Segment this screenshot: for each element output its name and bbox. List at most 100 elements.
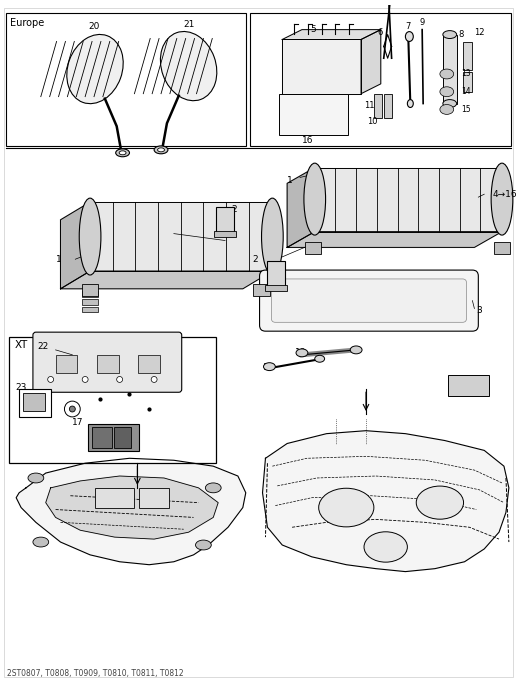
Ellipse shape bbox=[491, 163, 513, 235]
Ellipse shape bbox=[117, 377, 123, 382]
Ellipse shape bbox=[64, 401, 80, 417]
Ellipse shape bbox=[440, 69, 454, 79]
Bar bbox=[448, 375, 489, 396]
Text: 3: 3 bbox=[477, 306, 482, 315]
Bar bbox=[250, 13, 511, 146]
Text: 7: 7 bbox=[406, 22, 411, 32]
Text: 9: 9 bbox=[419, 18, 424, 27]
Ellipse shape bbox=[28, 473, 44, 483]
Ellipse shape bbox=[416, 486, 464, 519]
Bar bbox=[92, 427, 112, 449]
Bar bbox=[384, 94, 392, 119]
Bar bbox=[494, 242, 510, 254]
Bar bbox=[88, 424, 139, 451]
Ellipse shape bbox=[119, 151, 126, 155]
Bar bbox=[82, 290, 98, 297]
Bar bbox=[82, 284, 98, 296]
Text: 15: 15 bbox=[461, 105, 471, 114]
Bar bbox=[23, 393, 45, 411]
Text: Europe: Europe bbox=[10, 18, 44, 27]
Text: 13: 13 bbox=[461, 69, 471, 79]
Polygon shape bbox=[282, 29, 381, 40]
Ellipse shape bbox=[364, 532, 407, 562]
Text: 20: 20 bbox=[88, 22, 100, 32]
Text: 2ST0807, T0808, T0909, T0810, T0811, T0812: 2ST0807, T0808, T0909, T0810, T0811, T08… bbox=[7, 669, 184, 677]
Ellipse shape bbox=[319, 488, 374, 527]
Bar bbox=[267, 261, 285, 289]
Ellipse shape bbox=[67, 34, 123, 103]
Polygon shape bbox=[287, 168, 315, 247]
Bar bbox=[82, 306, 98, 312]
Ellipse shape bbox=[205, 483, 221, 493]
Ellipse shape bbox=[406, 32, 413, 42]
Bar bbox=[443, 34, 457, 103]
Bar bbox=[97, 355, 118, 373]
Text: 19: 19 bbox=[295, 349, 306, 358]
Text: 23: 23 bbox=[15, 383, 27, 392]
Ellipse shape bbox=[69, 406, 75, 412]
Ellipse shape bbox=[82, 377, 88, 382]
Bar bbox=[266, 285, 287, 290]
Bar bbox=[216, 207, 234, 234]
Ellipse shape bbox=[196, 540, 211, 550]
Text: 12: 12 bbox=[474, 28, 485, 37]
Bar bbox=[462, 42, 472, 70]
Text: 17: 17 bbox=[73, 419, 84, 427]
Ellipse shape bbox=[304, 163, 326, 235]
Ellipse shape bbox=[151, 377, 157, 382]
Ellipse shape bbox=[262, 198, 283, 275]
Ellipse shape bbox=[158, 148, 164, 152]
Text: 16: 16 bbox=[302, 136, 313, 145]
Ellipse shape bbox=[440, 87, 454, 97]
Text: 2: 2 bbox=[253, 255, 258, 264]
Bar bbox=[139, 488, 169, 508]
Polygon shape bbox=[282, 40, 361, 94]
Polygon shape bbox=[61, 202, 90, 289]
Text: 14: 14 bbox=[461, 87, 471, 96]
Ellipse shape bbox=[443, 31, 457, 38]
Polygon shape bbox=[16, 458, 246, 564]
Ellipse shape bbox=[160, 32, 217, 101]
Bar bbox=[374, 94, 382, 119]
Ellipse shape bbox=[48, 377, 54, 382]
Text: 22: 22 bbox=[38, 342, 49, 351]
Bar bbox=[82, 299, 98, 305]
Bar bbox=[138, 355, 160, 373]
Text: 1: 1 bbox=[55, 255, 62, 264]
Ellipse shape bbox=[350, 346, 362, 354]
Polygon shape bbox=[315, 168, 502, 232]
Text: 10: 10 bbox=[367, 116, 377, 126]
Text: 1: 1 bbox=[287, 176, 293, 185]
Bar bbox=[95, 488, 135, 508]
Text: 8: 8 bbox=[459, 30, 464, 39]
Text: 21: 21 bbox=[184, 20, 195, 29]
Bar bbox=[55, 355, 77, 373]
Text: 6: 6 bbox=[378, 28, 383, 37]
Polygon shape bbox=[61, 271, 272, 289]
Ellipse shape bbox=[315, 356, 325, 362]
Text: 11: 11 bbox=[364, 101, 374, 110]
Text: XT: XT bbox=[15, 340, 28, 350]
FancyBboxPatch shape bbox=[259, 270, 478, 331]
Bar bbox=[214, 231, 236, 236]
Bar bbox=[305, 242, 321, 254]
Bar bbox=[114, 427, 132, 449]
Ellipse shape bbox=[407, 99, 413, 108]
Ellipse shape bbox=[443, 99, 457, 108]
Bar bbox=[9, 337, 216, 463]
Bar bbox=[279, 94, 348, 135]
Bar bbox=[19, 389, 51, 417]
FancyBboxPatch shape bbox=[33, 332, 182, 393]
Text: 18: 18 bbox=[263, 363, 274, 372]
Polygon shape bbox=[90, 202, 272, 271]
Text: 2: 2 bbox=[231, 206, 236, 214]
Polygon shape bbox=[361, 29, 381, 94]
Bar bbox=[6, 13, 246, 146]
Ellipse shape bbox=[79, 198, 101, 275]
Ellipse shape bbox=[154, 146, 168, 154]
Text: 4→16: 4→16 bbox=[492, 190, 517, 199]
Ellipse shape bbox=[264, 362, 275, 371]
Bar bbox=[253, 284, 270, 296]
FancyBboxPatch shape bbox=[271, 279, 467, 323]
Ellipse shape bbox=[33, 537, 49, 547]
